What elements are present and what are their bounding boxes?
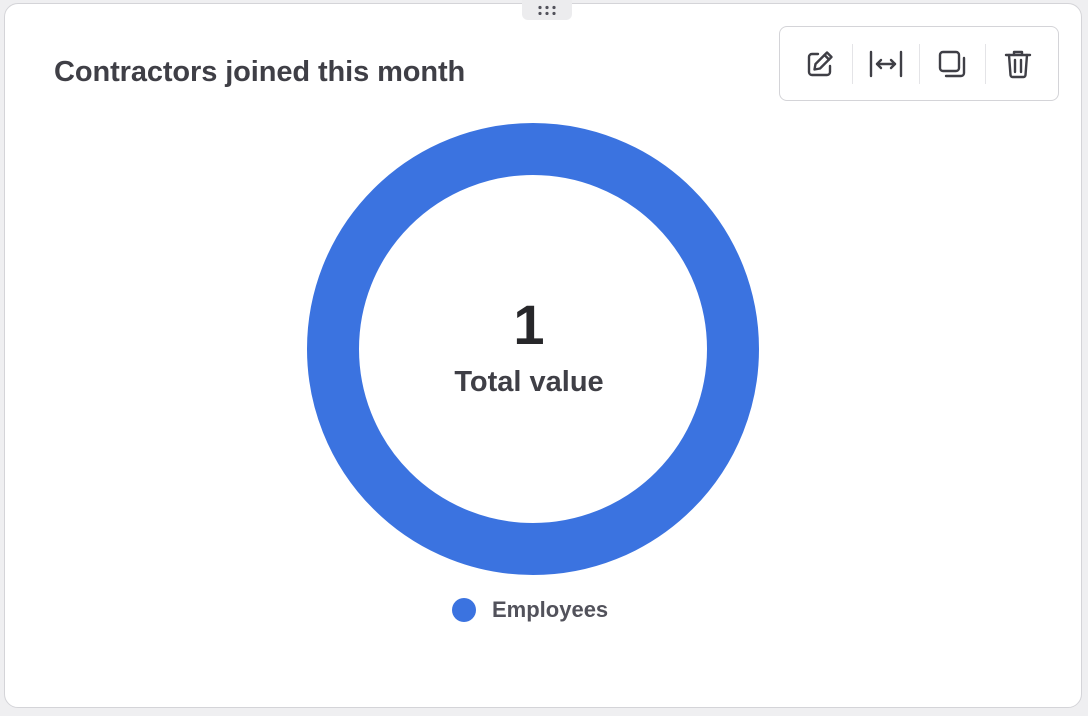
toolbar-divider <box>984 43 986 84</box>
chart-legend: Employees <box>452 596 608 624</box>
donut-slice-employees[interactable] <box>307 123 759 575</box>
pencil-square-icon <box>807 50 833 76</box>
widget-title: Contractors joined this month <box>54 56 466 88</box>
copy-icon <box>938 50 966 77</box>
duplicate-button[interactable] <box>920 26 985 101</box>
toolbar-divider <box>852 43 854 84</box>
total-value-label: Total value <box>454 366 604 398</box>
delete-button[interactable] <box>986 26 1051 101</box>
resize-button[interactable] <box>853 26 918 101</box>
trash-icon <box>1005 50 1032 78</box>
drag-dots-icon <box>538 5 556 15</box>
legend-marker <box>452 598 476 622</box>
widget-card: Contractors joined this month <box>4 0 1082 708</box>
donut-chart <box>307 123 759 575</box>
toolbar-divider <box>918 43 920 84</box>
total-value: 1 <box>513 293 545 356</box>
widget-toolbar <box>779 26 1059 101</box>
drag-handle[interactable] <box>522 0 572 20</box>
edit-button[interactable] <box>787 26 852 101</box>
legend-label-employees[interactable]: Employees <box>492 597 609 622</box>
expand-horizontal-icon <box>869 50 903 77</box>
